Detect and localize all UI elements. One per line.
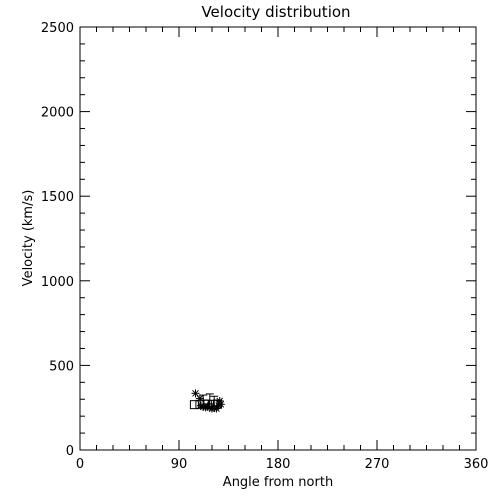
x-tick-label: 270 — [365, 457, 390, 472]
y-tick-label: 2000 — [41, 106, 74, 121]
x-tick-label: 90 — [171, 457, 188, 472]
y-tick-label: 2500 — [41, 21, 74, 36]
x-axis-title: Angle from north — [223, 475, 333, 490]
error-bar-point — [210, 395, 219, 407]
y-tick-label: 500 — [49, 359, 74, 374]
x-axis-tick-labels: 0 90 180 270 360 — [76, 457, 489, 472]
plot-frame — [79, 26, 477, 451]
x-tick-label: 0 — [76, 457, 84, 472]
y-tick-label: 1500 — [41, 190, 74, 205]
y-axis-ticks — [80, 26, 476, 451]
x-tick-label: 180 — [266, 457, 291, 472]
error-bar-point — [205, 393, 214, 405]
y-tick-label: 0 — [66, 444, 74, 459]
y-tick-label: 1000 — [41, 275, 74, 290]
data-points — [189, 389, 225, 413]
error-bar-point — [199, 394, 208, 406]
chart-title: Velocity distribution — [201, 3, 350, 21]
x-axis-ticks — [79, 27, 477, 450]
x-tick-label: 360 — [464, 457, 489, 472]
square-point — [189, 400, 199, 410]
y-axis-tick-labels: 0 500 1000 1500 2000 2500 — [41, 21, 74, 459]
y-axis-title: Velocity (km/s) — [21, 190, 36, 287]
